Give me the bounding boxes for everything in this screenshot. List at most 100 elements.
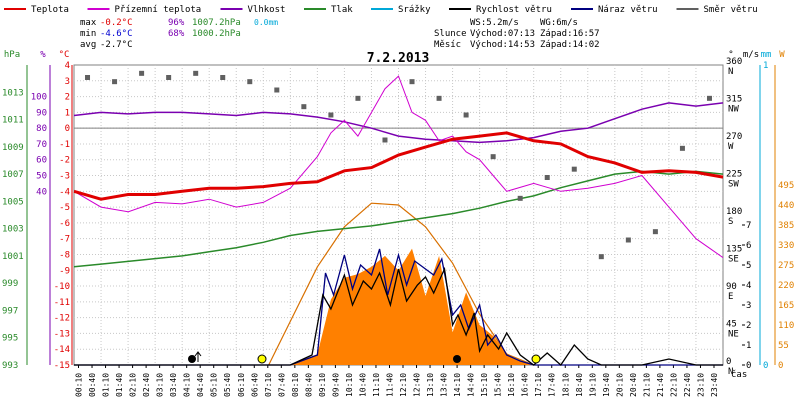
wind-dir-point [247, 79, 253, 85]
pressure-tick: 995 [2, 334, 18, 344]
pressure-tick: 1013 [2, 88, 24, 98]
wind-dir-point [409, 79, 415, 85]
temperature-tick: -12 [54, 314, 70, 324]
x-tick-label: 20:10 [615, 373, 624, 397]
x-tick-label: 12:10 [399, 373, 408, 397]
x-tick-label: 13:40 [440, 373, 449, 397]
wind-tick: 6 [746, 241, 751, 251]
series-layer [73, 70, 724, 366]
pressure-tick: 1011 [2, 116, 24, 126]
humidity-tick: 100 [31, 93, 47, 103]
wind-dir-point [436, 95, 442, 101]
temperature-tick: -13 [54, 329, 70, 339]
temperature-tick: -15 [54, 361, 70, 371]
x-tick-label: 04:40 [196, 373, 205, 397]
pressure-tick: 1009 [2, 143, 24, 153]
wind-unit-label: m/s [743, 50, 759, 60]
x-tick-label: 20:40 [629, 373, 638, 397]
wind-dir-tick-dir: S [728, 217, 733, 227]
wind-dir-tick-dir: E [728, 292, 733, 302]
wind-tick: 1 [746, 341, 751, 351]
pressure-tick: 1007 [2, 170, 24, 180]
humidity-line [73, 102, 724, 144]
solar-tick: 495 [778, 181, 794, 191]
legend-layer: Teplota Přízemní teplota Vlhkost Tlak Srážky… [4, 5, 758, 15]
solar-tick: 55 [778, 341, 789, 351]
x-tick-label: 07:10 [264, 373, 273, 397]
wind-gust-line [74, 248, 723, 366]
x-tick-label: 18:10 [561, 373, 570, 397]
x-tick-label: 10:10 [345, 373, 354, 397]
axes-layer: hPa% °C ° m/s mm W993995997999100110031005100… [2, 50, 794, 397]
precip-unit-label: mm [761, 50, 772, 60]
solar-tick: 440 [778, 201, 794, 211]
humidity-tick: 40 [36, 187, 47, 197]
solar-tick: 275 [778, 261, 794, 271]
legend-label-3: Tlak [331, 5, 353, 15]
moon-set-marker [453, 355, 461, 363]
wind-dir-tick-deg: 270 [726, 132, 742, 142]
legend-label-0: Teplota [31, 5, 69, 15]
x-tick-label: 17:40 [548, 373, 557, 397]
wind-dir-point [544, 175, 550, 180]
x-tick-label: 09:40 [331, 373, 340, 397]
temperature-tick: -9 [59, 266, 70, 276]
x-tick-label: 15:10 [480, 373, 489, 397]
temperature-tick: -2 [59, 156, 70, 166]
wind-tick: 7 [746, 221, 751, 231]
stats-max-hum: 96% [168, 18, 185, 28]
temperature-tick: 2 [65, 93, 70, 103]
pressure-tick: 993 [2, 361, 18, 371]
chart-title: 7.2.2013 [367, 51, 430, 66]
wind-dir-tick-dir: NW [728, 105, 739, 115]
x-tick-label: 18:40 [575, 373, 584, 397]
x-tick-label: 00:40 [88, 373, 97, 397]
x-tick-label: 11:10 [372, 373, 381, 397]
stats-avg-label: avg [80, 40, 96, 50]
x-tick-label: 06:40 [250, 373, 259, 397]
sunset-marker [531, 354, 541, 364]
wind-dir-point [490, 154, 496, 160]
x-tick-label: 23:10 [696, 373, 705, 397]
wind-dir-point [463, 112, 469, 118]
wind-dir-point [85, 75, 91, 80]
wind-dir-tick-deg: 135 [726, 245, 742, 255]
pressure-tick: 1003 [2, 225, 24, 235]
x-tick-label: 00:10 [75, 373, 84, 397]
legend-label-4: Srážky [398, 5, 431, 15]
x-tick-label: 15:40 [494, 373, 503, 397]
temperature-tick: 0 [65, 124, 70, 134]
temperature-tick: -5 [59, 203, 70, 213]
x-tick-label: 02:40 [142, 373, 151, 397]
humidity-tick: 80 [36, 124, 47, 134]
temperature-tick: -3 [59, 172, 70, 182]
wind-dir-point [166, 75, 172, 80]
wind-dir-point [274, 87, 280, 93]
legend-label-7: Směr větru [704, 5, 758, 15]
precip-tick: 0 [763, 361, 768, 371]
wind-tick: 5 [746, 261, 751, 271]
x-tick-label: 03:10 [156, 373, 165, 397]
x-tick-label: 19:10 [588, 373, 597, 397]
temperature-tick: -1 [59, 140, 70, 150]
wind-dir-point [625, 237, 631, 243]
legend-label-2: Vlhkost [248, 5, 286, 15]
temperature-tick: -6 [59, 219, 70, 229]
info-wg: WG:6m/s [540, 18, 578, 28]
solar-tick: 110 [778, 321, 794, 331]
x-tick-label: 04:10 [183, 373, 192, 397]
wind-dir-tick-dir: W [728, 142, 734, 152]
solar-tick: 330 [778, 241, 794, 251]
wind-dir-tick-dir: N [728, 367, 733, 377]
temperature-tick: -4 [59, 187, 70, 197]
humidity-tick: 70 [36, 140, 47, 150]
x-tick-label: 16:10 [507, 373, 516, 397]
x-tick-label: 14:40 [467, 373, 476, 397]
x-tick-label: 07:40 [277, 373, 286, 397]
pressure-tick: 1001 [2, 252, 24, 262]
moon-marker [188, 351, 202, 363]
wind-dir-point [706, 95, 712, 101]
solar-theoretical-line [268, 202, 534, 366]
wind-dir-tick-deg: 315 [726, 95, 742, 105]
